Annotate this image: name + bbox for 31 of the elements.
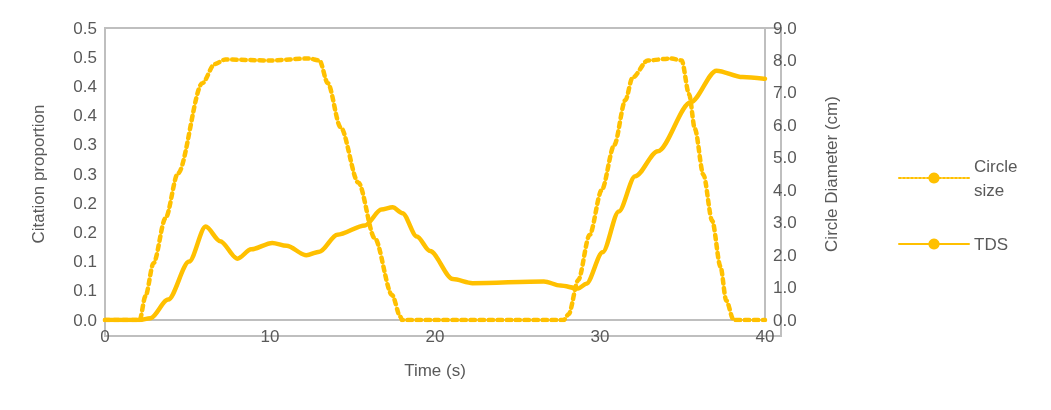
y2-tick-label: 3.0 [773, 213, 797, 233]
y-tick-label: 0.4 [73, 106, 97, 126]
x-axis-title: Time (s) [404, 361, 466, 380]
y2-tick-label: 9.0 [773, 18, 797, 38]
x-tick-label: 20 [425, 327, 445, 346]
y2-tick-label: 6.0 [773, 115, 797, 135]
x-tick-label: 40 [755, 327, 775, 346]
y2-tick-label: 1.0 [773, 278, 797, 298]
y-tick-label: 0.1 [73, 252, 97, 272]
y-tick-label: 0.0 [73, 310, 97, 330]
y-tick-label: 0.1 [73, 281, 97, 301]
y2-tick-label: 5.0 [773, 148, 797, 168]
y2-axis-title: Circle Diameter (cm) [822, 96, 841, 252]
x-tick-label: 10 [260, 327, 280, 346]
y-tick-label: 0.2 [73, 193, 97, 213]
x-tick-label: 0 [100, 327, 110, 346]
y2-tick-label: 4.0 [773, 180, 797, 200]
y-tick-label: 0.3 [73, 164, 97, 184]
y-axis-title: Citation proportion [29, 104, 48, 244]
y2-tick-label: 8.0 [773, 50, 797, 70]
legend-label: TDS [974, 234, 1008, 254]
y-tick-label: 0.3 [73, 135, 97, 155]
x-tick-label: 30 [590, 327, 610, 346]
y-tick-label: 0.4 [73, 76, 97, 96]
y-tick-label: 0.5 [73, 47, 97, 67]
y-tick-label: 0.5 [73, 18, 97, 38]
y2-tick-label: 2.0 [773, 245, 797, 265]
y2-tick-label: 0.0 [773, 310, 797, 330]
y2-tick-label: 7.0 [773, 83, 797, 103]
legend-label: Circle size [974, 156, 1023, 200]
y-tick-label: 0.2 [73, 222, 97, 242]
